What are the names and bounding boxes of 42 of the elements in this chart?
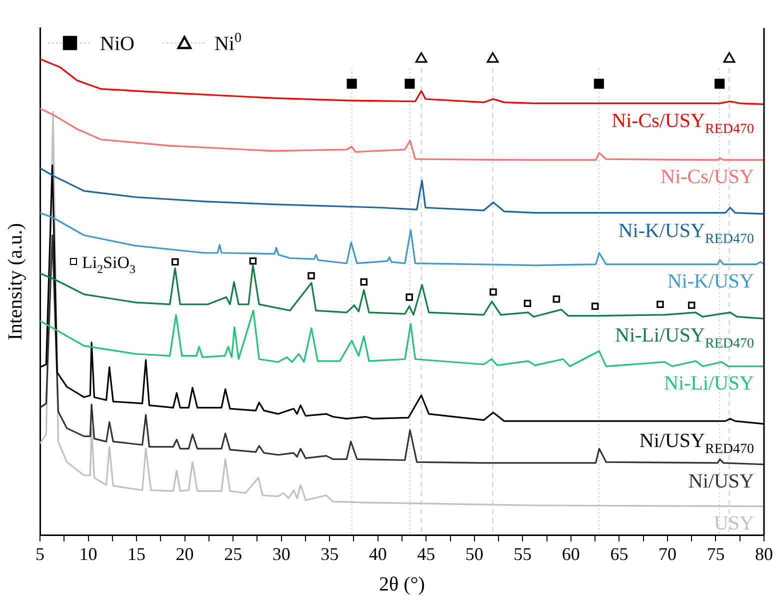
point bbox=[360, 278, 368, 286]
point bbox=[688, 302, 696, 309]
series-label: Ni-Li/USY bbox=[664, 372, 754, 394]
y-axis-title: Intensity (a.u.) bbox=[4, 223, 26, 340]
x-tick-label: 10 bbox=[79, 544, 98, 564]
x-tick-label: 20 bbox=[176, 544, 194, 564]
x-tick-label: 80 bbox=[755, 544, 773, 564]
series-label: Ni-Cs/USY bbox=[660, 166, 754, 188]
point bbox=[308, 272, 315, 280]
point bbox=[490, 288, 497, 296]
x-tick-label: 50 bbox=[465, 544, 484, 564]
point bbox=[524, 300, 532, 308]
point bbox=[486, 52, 499, 63]
point bbox=[594, 78, 604, 89]
point bbox=[723, 52, 736, 63]
x-tick-label: 40 bbox=[368, 544, 387, 564]
x-tick-label: 65 bbox=[610, 544, 628, 564]
point bbox=[172, 258, 179, 266]
x-tick-label: 35 bbox=[320, 544, 339, 564]
x-tick-label: 60 bbox=[562, 544, 580, 564]
series-label: Ni/USY bbox=[688, 470, 754, 492]
x-tick-label: 30 bbox=[272, 544, 290, 564]
x-tick-label: 45 bbox=[417, 544, 436, 564]
point bbox=[415, 52, 428, 63]
point bbox=[404, 78, 415, 89]
x-tick-label: 70 bbox=[658, 544, 676, 564]
series-label: Ni-K/USY bbox=[667, 270, 754, 292]
point bbox=[249, 257, 257, 265]
point bbox=[552, 295, 560, 303]
point bbox=[346, 78, 357, 89]
point bbox=[656, 300, 664, 308]
x-tick-label: 5 bbox=[36, 544, 44, 564]
x-tick-label: 75 bbox=[706, 544, 725, 564]
point bbox=[714, 78, 725, 89]
legend-label: NiO bbox=[100, 33, 134, 55]
point bbox=[406, 294, 413, 301]
x-axis-title: 2θ (°) bbox=[379, 573, 425, 596]
x-tick-label: 55 bbox=[514, 544, 532, 564]
series-label: USY bbox=[714, 512, 754, 534]
x-tick-label: 25 bbox=[224, 544, 242, 564]
point bbox=[591, 302, 599, 310]
x-tick-label: 15 bbox=[128, 544, 146, 564]
